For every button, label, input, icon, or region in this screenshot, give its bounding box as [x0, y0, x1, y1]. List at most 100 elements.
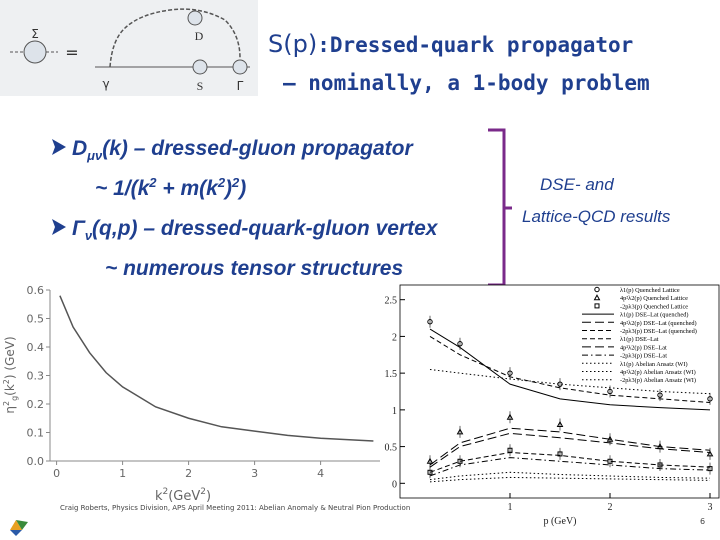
bullet-text: (k) – dressed-gluon propagator [102, 137, 414, 160]
label-part: 2 [162, 487, 168, 497]
superscript: 2 [217, 175, 226, 190]
subscript: μν [86, 148, 103, 163]
legend-label: 4p²λ2(p) Quenched Lattice [620, 295, 688, 302]
diagram-label: S [197, 79, 204, 93]
vertex-blob [232, 59, 248, 75]
superscript: 2 [148, 175, 157, 190]
legend-label: 4p²λ2(p) DSE–Lat [620, 344, 667, 351]
y-tick-label: 0.3 [27, 370, 45, 383]
logo-shape [10, 520, 22, 530]
diagram-label: = [65, 43, 78, 62]
series-line [429, 427, 711, 466]
bullet-arrow [52, 219, 66, 235]
y-tick-label: 1.5 [385, 369, 398, 380]
x-tick-label: 0 [53, 467, 60, 480]
gluon-line [109, 8, 241, 68]
diagram-label: Γ [237, 79, 244, 93]
label-part: ) (GeV) [3, 336, 17, 379]
bullet-sub: ~ numerous tensor structures [105, 257, 403, 280]
label-part: g [10, 396, 19, 401]
legend-label: λ1(p) Quenched Lattice [620, 287, 680, 294]
legend-label: -2pλ3(p) Abelian Ansatz (WI) [620, 377, 696, 384]
y-tick-label: 0.5 [27, 313, 45, 326]
bullet-arrow [52, 139, 66, 155]
lattice-point [706, 450, 714, 457]
x-tick-label: 4 [317, 467, 324, 480]
lattice-point [427, 469, 433, 475]
lattice-point [456, 428, 464, 435]
y-axis-label: η2g(k2) (GeV) [2, 336, 19, 413]
legend-label: -2pλ3(p) DSE–Lat (quenched) [620, 328, 697, 335]
y-tick-label: 0.0 [27, 455, 45, 468]
x-tick-label: 2 [608, 502, 613, 513]
series-line [429, 335, 711, 404]
logo-shape [10, 530, 22, 536]
title-text: :Dressed-quark propagator [317, 33, 633, 57]
footer-credit: Craig Roberts, Physics Division, APS Apr… [60, 504, 410, 512]
label-part: k [155, 489, 163, 504]
title-symbol: S(p) [268, 30, 317, 58]
logo-shape [16, 520, 28, 530]
lattice-point [506, 413, 514, 420]
y-tick-label: 0.5 [385, 443, 398, 454]
bullet-text: ~ 1/(k [95, 177, 151, 200]
bullet-text: Γ [72, 217, 86, 240]
lattice-point [607, 388, 613, 395]
y-tick-label: 0.6 [27, 284, 45, 297]
diagram-label: D [195, 29, 204, 43]
y-tick-label: 2.5 [385, 296, 398, 307]
series-line [429, 328, 711, 411]
legend-label: λ1(p) Abelian Ansatz (WI) [620, 361, 688, 368]
logo [10, 520, 28, 536]
legend-symbol [593, 294, 601, 301]
legend-symbol [594, 286, 600, 293]
y-tick-label: 0.2 [27, 398, 45, 411]
bullet-sub: ~ 1/(k2 + m(k2)2) [95, 175, 246, 200]
bullet: Γν(q,p) – dressed-quark-gluon vertex [72, 217, 439, 243]
bullet-text: D [72, 137, 87, 160]
legend-label: 4p²λ2(p) Abelian Ansatz (WI) [620, 369, 696, 376]
label-part: η [3, 406, 17, 414]
label-part: ) [206, 489, 211, 504]
label-part: 2 [2, 379, 11, 384]
lattice-point [657, 392, 663, 398]
y-tick-label: 0.1 [27, 427, 45, 440]
lattice-point [507, 370, 513, 376]
bullet-text: ) [223, 177, 232, 200]
lattice-point [427, 319, 433, 325]
legend-label: 4p²λ2(p) DSE–Lat (quenched) [620, 320, 697, 327]
legend-symbol [594, 303, 600, 309]
legend-label: λ1(p) DSE–Lat (quenched) [620, 312, 688, 319]
legend-label: -2pλ3(p) Quenched Lattice [620, 303, 688, 310]
y-tick-label: 0 [392, 479, 397, 490]
self-energy-blob [23, 40, 47, 64]
lattice-point [457, 341, 463, 347]
x-tick-label: 3 [708, 502, 713, 513]
lattice-point [557, 451, 563, 457]
x-tick-label: 2 [185, 467, 192, 480]
legend-label: λ1(p) DSE–Lat [620, 336, 659, 343]
series-line [429, 432, 711, 468]
bullet-text: ) [237, 177, 246, 200]
side-note: Lattice-QCD results [522, 207, 671, 226]
x-axis-label: k2(GeV2) [155, 487, 211, 504]
series-line [429, 451, 711, 473]
title: S(p):Dressed-quark propagator [268, 30, 633, 58]
x-tick-label: 1 [508, 502, 513, 513]
y-tick-label: 0.4 [27, 341, 45, 354]
lattice-point [707, 396, 713, 402]
label-part: 2 [200, 487, 206, 497]
label-part: (k [3, 384, 17, 396]
side-note: DSE- and [540, 175, 614, 194]
quark-blob [192, 59, 208, 75]
y-tick-label: 1 [392, 406, 397, 417]
x-tick-label: 3 [251, 467, 258, 480]
legend-label: -2pλ3(p) DSE–Lat [620, 353, 667, 360]
bullet: Dμν(k) – dressed-gluon propagator [72, 137, 414, 163]
lattice-point [556, 421, 564, 428]
lattice-point [707, 466, 713, 472]
y-tick-label: 2 [392, 332, 397, 343]
bullet-text: (q,p) – dressed-quark-gluon vertex [92, 217, 439, 240]
x-axis-label: p (GeV) [543, 516, 576, 527]
